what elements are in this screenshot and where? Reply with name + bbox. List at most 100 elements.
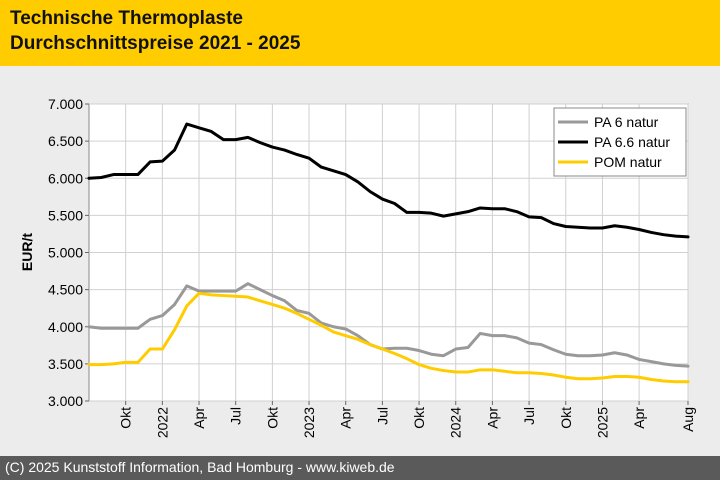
data-point [112, 173, 115, 176]
data-point [307, 157, 311, 160]
data-point [222, 289, 225, 293]
x-tick-label: 2023 [301, 407, 317, 438]
data-point [246, 136, 250, 139]
data-point [442, 354, 445, 357]
data-point [564, 353, 567, 356]
data-point [503, 370, 506, 373]
data-point [613, 375, 616, 378]
data-point [589, 354, 592, 357]
data-point [332, 325, 335, 328]
data-point [576, 377, 580, 380]
x-tick-label: Jul [521, 407, 537, 425]
data-point [393, 352, 396, 355]
data-point [552, 222, 555, 225]
data-point [466, 346, 470, 349]
data-point [637, 228, 641, 231]
data-point [258, 141, 262, 144]
data-point [344, 327, 347, 331]
data-point [478, 206, 482, 210]
chart-title-line1: Technische Thermoplaste [10, 8, 243, 29]
data-point [222, 138, 225, 141]
data-point [112, 327, 115, 330]
x-tick-label: Okt [558, 407, 574, 429]
x-tick-label: Apr [338, 407, 354, 429]
data-point [124, 361, 127, 364]
data-point [442, 369, 445, 372]
data-point [356, 180, 360, 184]
data-point [344, 173, 347, 176]
x-tick-label: Apr [631, 407, 647, 429]
data-point [161, 159, 164, 163]
data-point [234, 289, 237, 293]
data-point [601, 353, 604, 357]
data-point [662, 233, 665, 236]
chart-header: Technische Thermoplaste Durchschnittspre… [0, 0, 720, 66]
x-tick-label: 2025 [594, 407, 610, 438]
data-point [527, 215, 531, 219]
data-point [124, 327, 127, 330]
data-point [197, 126, 201, 129]
x-tick-label: Okt [411, 407, 427, 429]
data-point [87, 325, 91, 328]
data-point [368, 190, 372, 193]
data-point [87, 363, 91, 366]
data-point [503, 207, 506, 210]
data-point [197, 292, 201, 295]
data-point [344, 334, 347, 337]
data-point [637, 358, 641, 361]
data-point [552, 348, 555, 351]
data-point [197, 289, 201, 293]
series-lines [87, 122, 690, 384]
data-point [576, 354, 580, 357]
x-tick-label: 2022 [154, 407, 170, 438]
data-point [540, 372, 543, 375]
data-point [246, 295, 250, 299]
x-tick-label: 2024 [448, 407, 464, 438]
x-axis: Okt 2022 Apr Jul Okt 2023 Apr Jul Okt 2024 Apr Jul O… [118, 401, 696, 438]
data-point [613, 351, 616, 354]
data-point [430, 353, 433, 356]
data-point [478, 332, 482, 335]
data-point [491, 334, 494, 337]
data-point [234, 295, 237, 298]
data-point [576, 226, 580, 229]
data-point [393, 347, 396, 350]
data-point [185, 284, 188, 288]
series-line-0 [87, 282, 690, 368]
data-point [332, 169, 335, 173]
data-point [491, 368, 494, 372]
data-point [356, 334, 360, 337]
y-tick-label: 4.500 [48, 282, 83, 298]
data-point [589, 377, 592, 380]
y-tick-label: 3.500 [48, 356, 83, 372]
line-chart: 3.000 3.500 4.000 4.500 5.000 5.500 6.000 6.500… [19, 96, 696, 438]
data-point [307, 318, 311, 321]
x-tick-label: Apr [191, 407, 207, 429]
data-point [686, 235, 690, 239]
data-point [393, 202, 396, 205]
x-tick-label: Okt [118, 407, 134, 429]
data-point [405, 347, 409, 350]
x-tick-label: Aug [680, 407, 696, 432]
legend-label: POM natur [594, 154, 662, 170]
x-tick-label: Apr [484, 407, 500, 429]
data-point [613, 224, 616, 227]
data-point [320, 165, 323, 169]
data-point [662, 362, 665, 366]
data-point [112, 362, 115, 366]
data-point [625, 375, 629, 378]
data-point [136, 327, 140, 330]
data-point [210, 293, 213, 297]
data-point [210, 130, 213, 133]
data-point [527, 371, 531, 374]
data-point [650, 378, 653, 381]
data-point [173, 303, 176, 306]
data-point [515, 336, 519, 340]
data-point [271, 294, 274, 297]
y-tick-label: 3.000 [48, 393, 83, 409]
data-point [210, 289, 213, 293]
footer: (C) 2025 Kunststoff Information, Bad Hom… [0, 456, 720, 480]
data-point [161, 347, 164, 351]
data-point [87, 177, 91, 180]
data-point [283, 299, 286, 302]
